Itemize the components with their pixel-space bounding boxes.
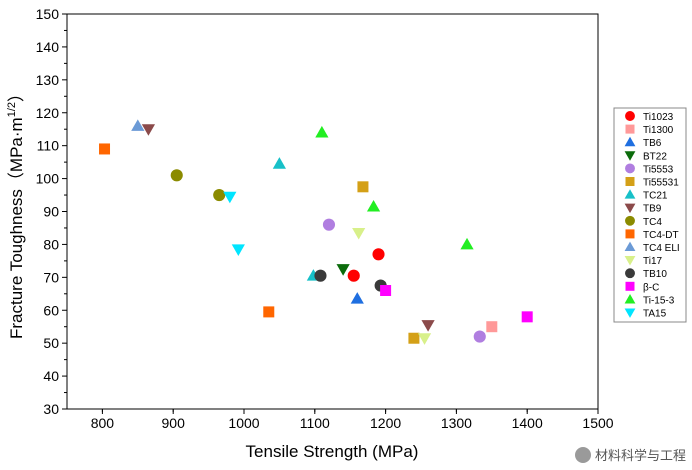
y-tick-label: 30 <box>43 401 59 417</box>
data-point-tc4-dt <box>99 143 111 155</box>
y-tick-label: 150 <box>36 6 60 22</box>
data-point-ti5553 <box>322 218 336 231</box>
data-point-ti1300 <box>486 321 498 333</box>
data-point-ti-15-3 <box>366 199 381 212</box>
data-point-ti17 <box>352 227 366 240</box>
data-point-tc4 <box>170 169 183 182</box>
plot-frame <box>66 13 599 410</box>
data-point-ti1023 <box>372 248 385 261</box>
data-point-ti-15-3 <box>315 125 329 138</box>
y-tick-label: 110 <box>37 138 60 154</box>
legend-label-tb6: TB6 <box>643 138 662 149</box>
x-tick-label: 1400 <box>512 415 543 431</box>
data-point-ti5553 <box>473 330 486 343</box>
data-point-tb10 <box>314 269 327 282</box>
y-tick-label: 50 <box>43 335 59 351</box>
y-tick-label: 80 <box>43 236 59 252</box>
wechat-logo-icon <box>574 446 591 463</box>
legend-label-ti5553: Ti5553 <box>643 164 674 175</box>
legend-label-ti1023: Ti1023 <box>643 112 674 123</box>
legend-marker-ti-15-3 <box>624 294 636 304</box>
legend-marker-ti5553 <box>625 163 635 174</box>
legend-label-ti-15-3: Ti-15-3 <box>643 295 675 306</box>
legend-marker-tb9 <box>624 203 636 214</box>
x-tick-label: 1000 <box>228 415 259 431</box>
y-tick-label: 70 <box>43 269 59 285</box>
data-point-tc4-dt <box>263 306 275 318</box>
legend-label--c: β-C <box>643 282 659 293</box>
y-axis-title: Fracture Toughness（MPa·m1/2） <box>6 85 26 339</box>
legend-marker-tc4-eli <box>624 241 636 252</box>
legend-label-tb10: TB10 <box>643 269 667 280</box>
legend-marker--c <box>625 281 635 291</box>
x-tick-label: 1100 <box>300 415 330 431</box>
x-tick-label: 1300 <box>441 415 472 431</box>
legend-marker-ti17 <box>624 256 636 266</box>
y-tick-label: 120 <box>36 105 60 121</box>
legend-marker-tc21 <box>624 189 636 199</box>
legend-label-ti1300: Ti1300 <box>643 125 674 136</box>
legend-label-tb9: TB9 <box>643 204 662 215</box>
legend-marker-tc4 <box>625 215 635 226</box>
watermark-text: 材料科学与工程 <box>594 448 686 463</box>
data-point-ti1023 <box>347 269 360 282</box>
y-axis-title-exponent: 1/2 <box>6 102 18 117</box>
y-axis-title-close: ） <box>7 85 26 102</box>
legend-marker-ta15 <box>624 308 636 318</box>
legend-label-tc21: TC21 <box>643 191 668 202</box>
axis-ticks-group: 800 900 1000 1100 1200 1300 1400 1500 30 40 50 60 70… <box>36 6 614 431</box>
data-point-ta15 <box>231 244 245 256</box>
legend-marker-ti1300 <box>625 124 635 134</box>
legend-marker-tc4-dt <box>625 229 635 239</box>
x-tick-label: 1200 <box>370 415 401 431</box>
data-point-ti55531 <box>357 181 369 193</box>
data-point-ti55531 <box>408 332 420 344</box>
legend-marker-bt22 <box>624 151 636 161</box>
y-tick-label: 90 <box>43 204 59 220</box>
legend-label-bt22: BT22 <box>643 151 667 162</box>
data-point-bt22 <box>336 264 350 276</box>
data-point-tc4 <box>213 188 226 202</box>
legend-label-tc4-eli: TC4 ELI <box>643 243 680 254</box>
y-tick-label: 60 <box>43 302 59 318</box>
y-tick-label: 100 <box>36 171 60 187</box>
legend-label-ta15: TA15 <box>643 309 667 320</box>
x-tick-label: 1500 <box>582 415 613 431</box>
legend-label-ti17: Ti17 <box>643 256 663 267</box>
y-tick-label: 140 <box>36 39 60 55</box>
watermark: 材料科学与工程 <box>574 445 686 464</box>
legend-marker-ti1023 <box>625 111 635 121</box>
data-point-tc4-eli <box>131 119 145 131</box>
data-point-tc21 <box>272 157 286 169</box>
x-tick-label: 900 <box>162 415 186 431</box>
data-point-ti-15-3 <box>460 237 474 250</box>
legend-marker-ti55531 <box>625 177 635 186</box>
legend-marker-tb6 <box>624 136 636 147</box>
y-tick-label: 40 <box>43 368 59 384</box>
x-tick-label: 800 <box>91 415 115 431</box>
y-tick-label: 130 <box>36 72 60 88</box>
data-point--c <box>380 285 392 296</box>
data-points-group <box>99 119 533 345</box>
legend-marker-tb10 <box>625 268 635 279</box>
legend-label-ti55531: Ti55531 <box>643 178 679 189</box>
x-axis-title: Tensile Strength (MPa) <box>246 442 419 461</box>
legend-label-tc4: TC4 <box>643 217 662 228</box>
legend-label-tc4-dt: TC4-DT <box>643 230 679 241</box>
data-point-ta15 <box>223 191 237 204</box>
data-point--c <box>521 311 533 323</box>
data-point-ti17 <box>417 333 432 345</box>
legend: Ti1023 Ti1300 TB6 BT22 Ti5553 Ti55531 TC21 TB9 T… <box>613 107 687 323</box>
data-point-tb6 <box>350 292 364 304</box>
y-axis-title-main: Fracture Toughness（MPa·m <box>7 117 26 339</box>
data-point-tb9 <box>141 124 156 136</box>
data-point-tb9 <box>421 320 435 332</box>
